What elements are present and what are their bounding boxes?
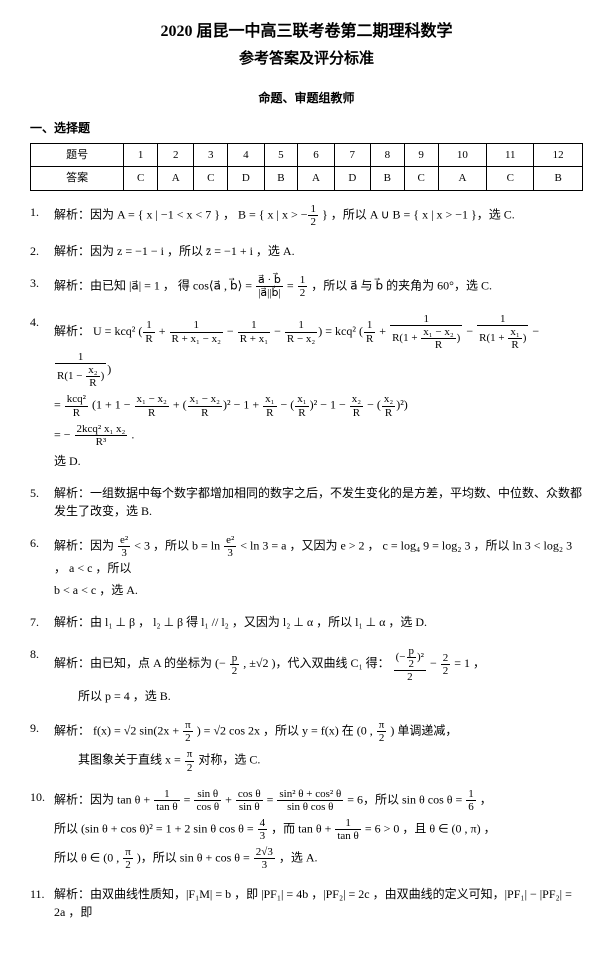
text: 解析：由已知 |a⃗| = 1 ， 得 cos⟨a⃗ , b⃗⟩ = [54,278,255,292]
text: ) = √2 cos 2x ，所以 y = f(x) 在 (0 , [197,724,376,738]
item-body: 解析：因为 tan θ + 1tan θ = sin θcos θ + cos … [54,788,583,876]
text: 解析：因为 [54,538,117,552]
item-number: 11. [30,885,54,903]
text: 对称，选 C. [198,753,260,767]
text: 解析：由已知，点 A 的坐标为 (− [54,656,226,670]
text: b < a < c ，选 A. [54,581,583,599]
item-body: 解析： U = kcq² (1R + 1R + x₁ − x₂ − 1R + x… [54,313,583,474]
item-number: 3. [30,274,54,292]
text: 解析： f(x) = √2 sin(2x + [54,724,182,738]
item-number: 7. [30,613,54,631]
text: 所以 p = 4 ，选 B. [54,687,583,705]
solution-item: 10. 解析：因为 tan θ + 1tan θ = sin θcos θ + … [30,788,583,876]
text: < ln 3 = a ，又因为 e > 2 ， c = log₄ 9 = log… [54,538,572,575]
solution-item: 11. 解析：由双曲线性质知，|F₁M| = b ，即 |PF₁| = 4b ，… [30,885,583,925]
solution-item: 5. 解析：一组数据中每个数字都增加相同的数字之后，不发生变化的是方差，平均数、… [30,484,583,524]
text: ，所以 A ∪ B = { x | x > −1 }，选 C. [331,207,515,221]
answer-label: 答案 [31,167,124,191]
solution-item: 1. 解析：因为 A = { x | −1 < x < 7 } ， B = { … [30,203,583,232]
section-heading: 一、选择题 [30,119,583,137]
item-number: 6. [30,534,54,552]
text: < 3 ，所以 b = ln [134,538,220,552]
text: 解析：由 l₁ ⊥ β ， l₂ ⊥ β 得 l₁ // l₂ ，又因为 l₂ … [54,613,583,631]
committee-line: 命题、审题组教师 [30,89,583,107]
item-number: 4. [30,313,54,331]
text: 解析：由双曲线性质知，|F₁M| = b ，即 |PF₁| = 4b ，|PF₂… [54,885,583,921]
text: , ±√2 )，代入双曲线 C₁ 得： [243,656,389,670]
text: )，所以 sin θ + cos θ = [137,850,253,864]
text: = 6，所以 sin θ cos θ = [347,792,465,806]
item-body: 解析：由已知 |a⃗| = 1 ， 得 cos⟨a⃗ , b⃗⟩ = a⃗ · … [54,274,583,303]
item-body: 解析：因为 A = { x | −1 < x < 7 } ， B = { x |… [54,203,583,232]
item-number: 5. [30,484,54,502]
text: 所以 (sin θ + cos θ)² = 1 + 2 sin θ cos θ … [54,821,257,835]
text: 解析：因为 tan θ + [54,792,153,806]
item-number: 9. [30,719,54,737]
item-body: 解析：一组数据中每个数字都增加相同的数字之后，不发生变化的是方差，平均数、中位数… [54,484,583,524]
solution-item: 2. 解析：因为 z = −1 − i ，所以 z̄ = −1 + i ，选 A… [30,242,583,264]
item-number: 1. [30,203,54,221]
text: ，所以 a⃗ 与 b⃗ 的夹角为 60°，选 C. [311,278,492,292]
item-body: 解析： f(x) = √2 sin(2x + π2 ) = √2 cos 2x … [54,719,583,777]
header-label: 题号 [31,143,124,167]
text: ，选 A. [279,850,318,864]
item-number: 2. [30,242,54,260]
text: 解析： [54,324,90,338]
text: = 6 > 0 ，且 θ ∈ (0 , π) ， [365,821,496,835]
text: 所以 θ ∈ (0 , [54,850,122,864]
text: ，而 tan θ + [271,821,334,835]
table-row: 答案 C A C D B A D B C A C B [31,167,583,191]
solution-item: 9. 解析： f(x) = √2 sin(2x + π2 ) = √2 cos … [30,719,583,777]
table-row: 题号 1 2 3 4 5 6 7 8 9 10 11 12 [31,143,583,167]
text: 选 D. [54,452,583,470]
solution-item: 8. 解析：由已知，点 A 的坐标为 (− p2 , ±√2 )，代入双曲线 C… [30,645,583,709]
text: 解析：因为 A = { x | −1 < x < 7 } ， B = [54,207,259,221]
text: ， [480,792,492,806]
solution-item: 3. 解析：由已知 |a⃗| = 1 ， 得 cos⟨a⃗ , b⃗⟩ = a⃗… [30,274,583,303]
item-body: 解析：由已知，点 A 的坐标为 (− p2 , ±√2 )，代入双曲线 C₁ 得… [54,645,583,709]
text: 解析：因为 z = −1 − i ，所以 z̄ = −1 + i ，选 A. [54,242,583,260]
item-body: 解析：由双曲线性质知，|F₁M| = b ，即 |PF₁| = 4b ，|PF₂… [54,885,583,925]
text: 其图象关于直线 x = [78,753,184,767]
title-main: 2020 届昆一中高三联考卷第二期理科数学 [30,20,583,44]
solution-item: 4. 解析： U = kcq² (1R + 1R + x₁ − x₂ − 1R … [30,313,583,474]
title-sub: 参考答案及评分标准 [30,48,583,71]
solution-item: 7. 解析：由 l₁ ⊥ β ， l₂ ⊥ β 得 l₁ // l₂ ，又因为 … [30,613,583,635]
item-number: 10. [30,788,54,806]
text: ) 单调递减， [390,724,457,738]
text: = [267,792,277,806]
item-number: 8. [30,645,54,663]
item-body: 解析：因为 z = −1 − i ，所以 z̄ = −1 + i ，选 A. [54,242,583,264]
text: 解析：一组数据中每个数字都增加相同的数字之后，不发生变化的是方差，平均数、中位数… [54,484,583,520]
solution-item: 6. 解析：因为 e²3 < 3 ，所以 b = ln e²3 < ln 3 =… [30,534,583,603]
item-body: 解析：因为 e²3 < 3 ，所以 b = ln e²3 < ln 3 = a … [54,534,583,603]
item-body: 解析：由 l₁ ⊥ β ， l₂ ⊥ β 得 l₁ // l₂ ，又因为 l₂ … [54,613,583,635]
answer-table: 题号 1 2 3 4 5 6 7 8 9 10 11 12 答案 C A C D… [30,143,583,191]
